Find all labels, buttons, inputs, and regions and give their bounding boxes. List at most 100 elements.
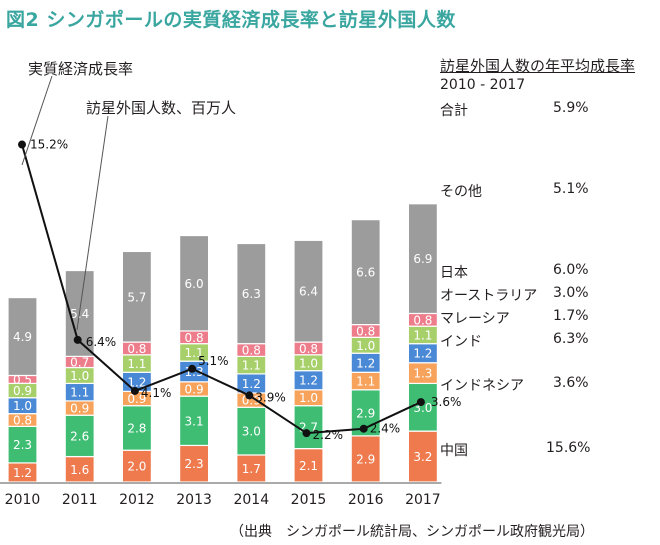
bar-segment	[179, 234, 210, 332]
growth-rate-point	[18, 140, 26, 149]
bar-value-label: 0.8	[242, 344, 261, 358]
bar-value-label: 1.1	[127, 357, 146, 371]
legend-name-other: その他	[440, 184, 482, 200]
bar-value-label: 1.0	[13, 399, 32, 413]
growth-rate-line	[21, 144, 422, 435]
x-tick-label: 2013	[176, 492, 212, 508]
bar-value-label: 2.9	[356, 406, 375, 420]
bar-value-label: 0.8	[299, 342, 318, 356]
bar-value-label: 3.2	[413, 450, 432, 464]
legend-rate-indonesia: 3.6%	[553, 375, 589, 391]
bar-value-label: 3.1	[185, 414, 204, 428]
growth-rate-label: 4.1%	[141, 386, 172, 400]
legend-name-australia: オーストラリア	[440, 288, 538, 304]
bar-segment	[236, 242, 267, 345]
bar-segment	[64, 414, 95, 458]
legend-name-japan: 日本	[440, 265, 468, 281]
growth-rate-point	[130, 386, 139, 395]
bar-value-label: 1.2	[13, 466, 32, 480]
bar-segment	[64, 455, 95, 483]
bar-value-label: 6.4	[299, 285, 318, 299]
bar-value-label: 6.9	[413, 252, 432, 266]
bar-value-label: 0.8	[413, 313, 432, 327]
bar-value-label: 1.1	[242, 359, 261, 373]
growth-rate-point	[416, 398, 425, 407]
bar-value-label: 1.1	[413, 328, 432, 342]
bar-label-leader	[76, 115, 109, 331]
legend-rate-australia: 3.0%	[553, 285, 589, 301]
growth-rate-label: 15.2%	[30, 138, 68, 152]
growth-rate-point	[73, 335, 82, 344]
bar-value-label: 2.0	[127, 460, 146, 474]
line-series-label: 実質経済成長率	[28, 60, 134, 78]
legend-name-india: インド	[440, 334, 482, 350]
bar-value-label: 0.8	[356, 324, 375, 338]
bar-value-label: 6.3	[242, 287, 261, 301]
x-tick-label: 2015	[291, 492, 327, 508]
x-tick-label: 2012	[119, 492, 155, 508]
bar-value-label: 0.9	[70, 402, 89, 416]
x-tick-label: 2010	[5, 492, 41, 508]
growth-rate-point	[302, 429, 311, 438]
bar-value-label: 6.0	[185, 277, 204, 291]
bar-value-label: 1.0	[299, 356, 318, 370]
legend-rate-china: 15.6%	[546, 440, 591, 456]
bar-value-label: 1.0	[70, 369, 89, 383]
bar-value-label: 1.2	[413, 347, 432, 361]
bar-value-label: 2.3	[13, 438, 32, 452]
bar-value-label: 1.0	[356, 339, 375, 353]
growth-rate-label: 2.4%	[370, 422, 401, 436]
bar-segment	[350, 435, 381, 483]
chart-title: 図2 シンガポールの実質経済成長率と訪星外国人数	[6, 9, 456, 31]
x-tick-label: 2011	[62, 492, 98, 508]
bar-value-label: 0.9	[127, 392, 146, 406]
bar-value-label: 1.2	[299, 374, 318, 388]
bar-value-label: 2.1	[299, 459, 318, 473]
bar-value-label: 1.1	[356, 375, 375, 389]
bar-segment	[121, 449, 153, 483]
bar-value-label: 2.9	[356, 452, 375, 466]
legend-rate-malaysia: 1.7%	[553, 308, 589, 324]
bar-segment	[293, 239, 324, 343]
bar-value-label: 0.7	[70, 355, 89, 369]
bar-segment	[350, 219, 381, 326]
source-note: （出典 シンガポール統計局、シンガポール政府観光局）	[230, 524, 594, 540]
bar-value-label: 1.2	[356, 356, 375, 370]
bar-value-label: 1.2	[242, 377, 261, 391]
bar-segment	[121, 250, 153, 343]
growth-rate-point	[359, 424, 368, 433]
growth-rate-label: 3.6%	[431, 395, 462, 409]
bar-value-label: 1.6	[70, 463, 89, 477]
bar-value-label: 5.7	[127, 290, 146, 304]
bar-value-label: 2.6	[70, 429, 89, 443]
bar-segment	[7, 296, 38, 377]
bar-value-label: 4.9	[13, 330, 32, 344]
x-tick-label: 2014	[233, 492, 269, 508]
bar-segment	[179, 444, 210, 483]
bar-value-label: 1.1	[185, 346, 204, 360]
growth-rate-label: 6.4%	[86, 335, 117, 349]
growth-rate-point	[245, 391, 254, 400]
legend-rate-total: 5.9%	[553, 100, 589, 116]
bar-value-label: 0.8	[127, 342, 146, 356]
bar-value-label: 1.0	[299, 391, 318, 405]
bar-value-label: 6.6	[356, 266, 375, 280]
legend-name-china: 中国	[440, 443, 468, 459]
legend-period: 2010 - 2017	[440, 77, 526, 93]
bar-value-label: 0.9	[13, 384, 32, 398]
bar-segment	[407, 382, 438, 432]
legend-name-total: 合計	[440, 103, 468, 119]
growth-rate-label: 2.2%	[313, 428, 344, 442]
line-label-leader	[21, 75, 53, 166]
x-tick-label: 2017	[405, 492, 441, 508]
bar-value-label: 0.5	[13, 373, 32, 387]
bar-value-label: 1.2	[127, 375, 146, 389]
legend-rate-india: 6.3%	[553, 331, 589, 347]
bar-value-label: 0.9	[185, 382, 204, 396]
bar-value-label: 3.0	[242, 425, 261, 439]
bar-value-label: 0.8	[185, 331, 204, 345]
bar-value-label: 1.1	[70, 386, 89, 400]
legend-name-indonesia: インドネシア	[440, 378, 524, 394]
legend-rate-other: 5.1%	[553, 181, 589, 197]
legend-heading: 訪星外国人数の年平均成長率	[440, 57, 636, 75]
